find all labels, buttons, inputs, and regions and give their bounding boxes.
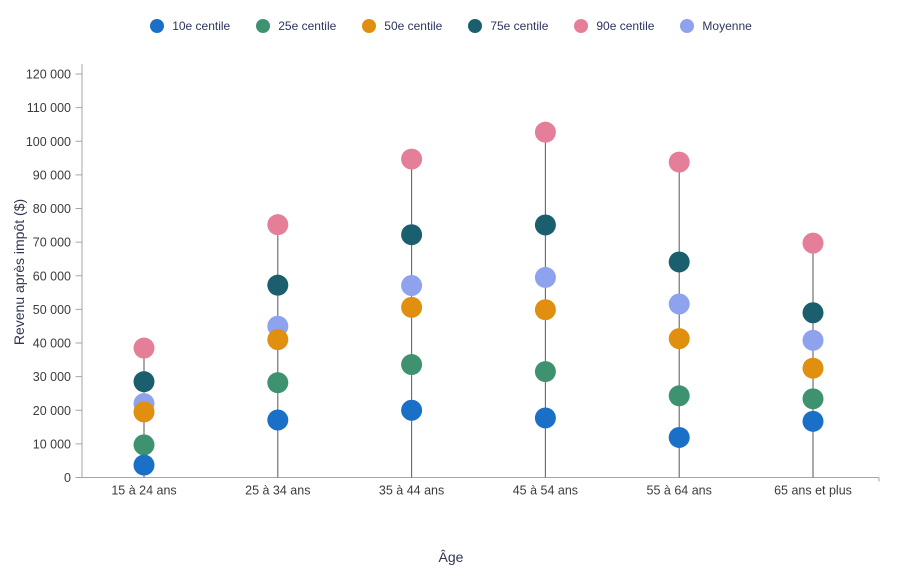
data-point-10e-centile[interactable] bbox=[133, 454, 155, 476]
y-tick-label: 10 000 bbox=[33, 437, 71, 451]
y-tick-label: 110 000 bbox=[27, 101, 71, 115]
y-tick-label: 30 000 bbox=[33, 370, 71, 384]
data-point-90e-centile[interactable] bbox=[668, 151, 690, 173]
legend-label: Moyenne bbox=[702, 19, 752, 33]
x-tick-label: 45 à 54 ans bbox=[513, 484, 578, 498]
data-point-50e-centile[interactable] bbox=[534, 299, 556, 321]
y-tick-label: 40 000 bbox=[33, 337, 71, 351]
legend-dot-icon bbox=[362, 19, 377, 33]
x-tick-label: 65 ans et plus bbox=[774, 484, 852, 498]
data-point-50e-centile[interactable] bbox=[267, 329, 289, 351]
y-tick-label: 80 000 bbox=[33, 202, 71, 216]
x-axis-title: Âge bbox=[438, 549, 464, 565]
data-point-25e-centile[interactable] bbox=[802, 388, 824, 410]
data-point-25e-centile[interactable] bbox=[133, 434, 155, 456]
legend-label: 10e centile bbox=[172, 19, 231, 33]
y-tick-label: 90 000 bbox=[33, 168, 71, 182]
data-point-50e-centile[interactable] bbox=[133, 401, 155, 423]
y-tick-label: 70 000 bbox=[33, 236, 71, 250]
x-tick-label: 15 à 24 ans bbox=[111, 484, 176, 498]
legend-dot-icon bbox=[256, 19, 271, 33]
data-point-75e-centile[interactable] bbox=[133, 371, 155, 393]
data-point-75e-centile[interactable] bbox=[401, 224, 423, 246]
data-point-10e-centile[interactable] bbox=[668, 426, 690, 448]
data-point-90e-centile[interactable] bbox=[534, 121, 556, 143]
data-point-90e-centile[interactable] bbox=[267, 214, 289, 236]
y-tick-label: 50 000 bbox=[33, 303, 71, 317]
y-tick-label: 0 bbox=[64, 471, 71, 485]
data-point-90e-centile[interactable] bbox=[401, 148, 423, 170]
data-point-75e-centile[interactable] bbox=[267, 274, 289, 296]
legend-item-75e-centile[interactable]: 75e centile bbox=[468, 19, 548, 33]
data-point-90e-centile[interactable] bbox=[133, 337, 155, 359]
data-point-50e-centile[interactable] bbox=[668, 328, 690, 350]
y-tick-label: 20 000 bbox=[33, 404, 71, 418]
legend-dot-icon bbox=[680, 19, 695, 33]
data-point-moyenne[interactable] bbox=[401, 275, 423, 297]
data-point-75e-centile[interactable] bbox=[802, 302, 824, 324]
legend-dot-icon bbox=[150, 19, 165, 33]
data-point-75e-centile[interactable] bbox=[668, 251, 690, 273]
x-tick-label: 25 à 34 ans bbox=[245, 484, 310, 498]
data-point-25e-centile[interactable] bbox=[401, 354, 423, 376]
data-point-50e-centile[interactable] bbox=[401, 296, 423, 318]
data-point-10e-centile[interactable] bbox=[267, 409, 289, 431]
legend: 10e centile 25e centile 50e centile 75e … bbox=[0, 19, 902, 33]
x-tick-label: 55 à 64 ans bbox=[647, 484, 712, 498]
legend-item-25e-centile[interactable]: 25e centile bbox=[256, 19, 336, 33]
data-point-10e-centile[interactable] bbox=[802, 410, 824, 432]
legend-item-moyenne[interactable]: Moyenne bbox=[680, 19, 752, 33]
legend-dot-icon bbox=[468, 19, 483, 33]
y-tick-label: 100 000 bbox=[26, 135, 71, 149]
legend-item-50e-centile[interactable]: 50e centile bbox=[362, 19, 442, 33]
legend-dot-icon bbox=[574, 19, 589, 33]
data-point-50e-centile[interactable] bbox=[802, 357, 824, 379]
legend-item-90e-centile[interactable]: 90e centile bbox=[574, 19, 654, 33]
data-point-moyenne[interactable] bbox=[802, 329, 824, 351]
x-tick-label: 35 à 44 ans bbox=[379, 484, 444, 498]
y-tick-label: 120 000 bbox=[26, 68, 71, 82]
legend-label: 75e centile bbox=[490, 19, 549, 33]
data-point-moyenne[interactable] bbox=[668, 293, 690, 315]
data-point-moyenne[interactable] bbox=[534, 266, 556, 288]
legend-label: 50e centile bbox=[384, 19, 443, 33]
data-point-75e-centile[interactable] bbox=[534, 214, 556, 236]
y-axis-title: Revenu après impôt ($) bbox=[11, 198, 27, 346]
legend-label: 90e centile bbox=[596, 19, 655, 33]
data-point-90e-centile[interactable] bbox=[802, 232, 824, 254]
y-tick-label: 60 000 bbox=[33, 269, 71, 283]
data-point-25e-centile[interactable] bbox=[267, 372, 289, 394]
legend-item-10e-centile[interactable]: 10e centile bbox=[150, 19, 230, 33]
data-point-10e-centile[interactable] bbox=[534, 407, 556, 429]
data-point-10e-centile[interactable] bbox=[401, 399, 423, 421]
data-point-25e-centile[interactable] bbox=[668, 385, 690, 407]
data-point-25e-centile[interactable] bbox=[534, 361, 556, 383]
legend-label: 25e centile bbox=[278, 19, 337, 33]
